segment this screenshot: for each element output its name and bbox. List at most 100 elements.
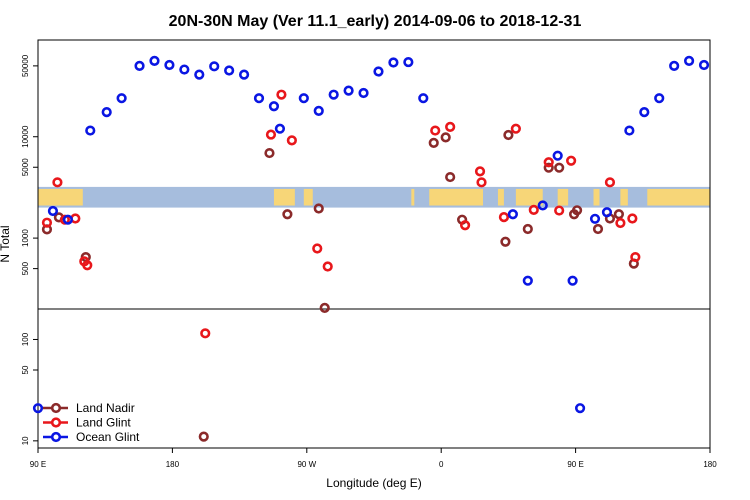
- ocean-glint-point: [669, 60, 680, 71]
- x-axis-label: Longitude (deg E): [326, 476, 421, 490]
- ocean-glint-point: [85, 125, 96, 136]
- x-tick-label: 90 E: [30, 460, 46, 469]
- land-glint-point: [498, 212, 510, 223]
- land-patch: [515, 188, 543, 206]
- land-nadir-point: [571, 205, 583, 216]
- ocean-glint-point: [62, 214, 73, 225]
- land-nadir-point: [554, 162, 565, 173]
- land-patch: [411, 188, 415, 206]
- land-glint-point: [276, 89, 287, 100]
- legend-marker-land-nadir: [50, 402, 62, 414]
- ocean-glint-point: [589, 213, 601, 224]
- land-glint-point: [474, 166, 486, 177]
- y-tick-label: 5000: [21, 158, 30, 176]
- land-nadir-point: [500, 236, 511, 247]
- land-glint-point: [41, 217, 53, 228]
- y-tick-label: 500: [21, 261, 30, 275]
- land-patch: [497, 188, 504, 206]
- land-glint-point: [566, 155, 577, 166]
- ocean-glint-point: [601, 207, 613, 218]
- land-glint-point: [82, 260, 93, 271]
- ocean-band: [38, 186, 710, 208]
- y-tick-label: 50: [21, 365, 30, 374]
- ocean-glint-point: [418, 93, 429, 104]
- ocean-glint-point: [624, 125, 635, 136]
- ocean-glint-point: [574, 403, 586, 414]
- land-nadir-point: [522, 223, 533, 235]
- land-glint-point: [265, 129, 277, 140]
- land-nadir-point: [440, 132, 451, 143]
- land-glint-point: [510, 123, 521, 134]
- land-glint-point: [200, 328, 211, 339]
- plot-frame: [37, 39, 711, 449]
- land-patch: [557, 188, 569, 206]
- y-tick-label: 50000: [21, 54, 30, 77]
- ocean-glint-point: [567, 275, 578, 286]
- y-tick-label: 1000: [21, 229, 30, 247]
- ocean-glint-point: [328, 89, 339, 100]
- ocean-glint-point: [149, 55, 160, 66]
- land-patch: [647, 188, 710, 206]
- ocean-glint-point: [403, 56, 414, 68]
- y-axis-label: N Total: [0, 225, 12, 262]
- ocean-glint-point: [683, 55, 695, 66]
- ocean-glint-point: [537, 200, 548, 211]
- ocean-glint-point: [268, 101, 280, 112]
- land-nadir-point: [445, 171, 456, 183]
- land-nadir-point: [592, 223, 604, 235]
- land-patch: [38, 188, 83, 206]
- x-axis: 90 E 180 90 W 0 90 E 180: [30, 448, 717, 469]
- land-glint-point: [430, 125, 441, 136]
- ocean-glint-point: [101, 106, 112, 118]
- ocean-glint-point: [32, 403, 44, 414]
- ocean-glint-point: [522, 275, 533, 286]
- ocean-glint-point: [507, 209, 518, 220]
- ocean-glint-point: [343, 85, 354, 96]
- ocean-glint-point: [358, 87, 369, 99]
- ocean-glint-point: [253, 93, 265, 104]
- land-glint-point: [476, 177, 487, 188]
- land-nadir-point: [282, 209, 293, 220]
- legend-label-ocean-glint: Ocean Glint: [76, 430, 140, 444]
- world-map-band: [38, 186, 710, 208]
- x-tick-label: 180: [703, 460, 717, 469]
- ocean-glint-point: [134, 60, 145, 71]
- x-tick-label: 90 E: [567, 460, 583, 469]
- ocean-glint-point: [373, 66, 384, 77]
- x-tick-label: 0: [439, 460, 444, 469]
- ocean-glint-point: [238, 69, 250, 80]
- land-patch: [303, 188, 313, 206]
- land-nadir-point: [198, 431, 209, 442]
- x-tick-label: 90 W: [297, 460, 316, 469]
- ocean-glint-point: [298, 93, 309, 104]
- ocean-glint-point: [639, 106, 650, 118]
- ocean-glint-point: [698, 59, 710, 71]
- ocean-glint-point: [47, 205, 59, 217]
- ocean-glint-point: [274, 123, 286, 134]
- ocean-glint-point: [552, 150, 563, 161]
- chart-title: 20N-30N May (Ver 11.1_early) 2014-09-06 …: [169, 13, 582, 30]
- land-patch: [593, 188, 600, 206]
- y-tick-label: 10: [21, 436, 30, 445]
- land-glint-point: [322, 261, 333, 272]
- ocean-glint-point: [194, 69, 205, 80]
- legend-marker-ocean-glint: [50, 431, 62, 443]
- land-nadir-point: [313, 203, 324, 214]
- ocean-glint-point: [209, 61, 220, 72]
- land-glint-point: [554, 205, 565, 216]
- land-nadir-point: [319, 302, 330, 313]
- ocean-glint-point: [388, 57, 399, 68]
- ocean-glint-point: [224, 65, 235, 76]
- land-nadir-point: [428, 137, 439, 148]
- y-tick-label: 10000: [21, 125, 30, 148]
- land-patch: [620, 188, 628, 206]
- land-glint-point: [543, 157, 554, 168]
- land-glint-point: [630, 251, 641, 263]
- ocean-glint-point: [164, 59, 175, 71]
- land-nadir-point: [503, 129, 514, 141]
- land-nadir-point: [264, 147, 275, 159]
- y-tick-label: 100: [21, 332, 30, 346]
- ocean-glint-point: [313, 105, 324, 116]
